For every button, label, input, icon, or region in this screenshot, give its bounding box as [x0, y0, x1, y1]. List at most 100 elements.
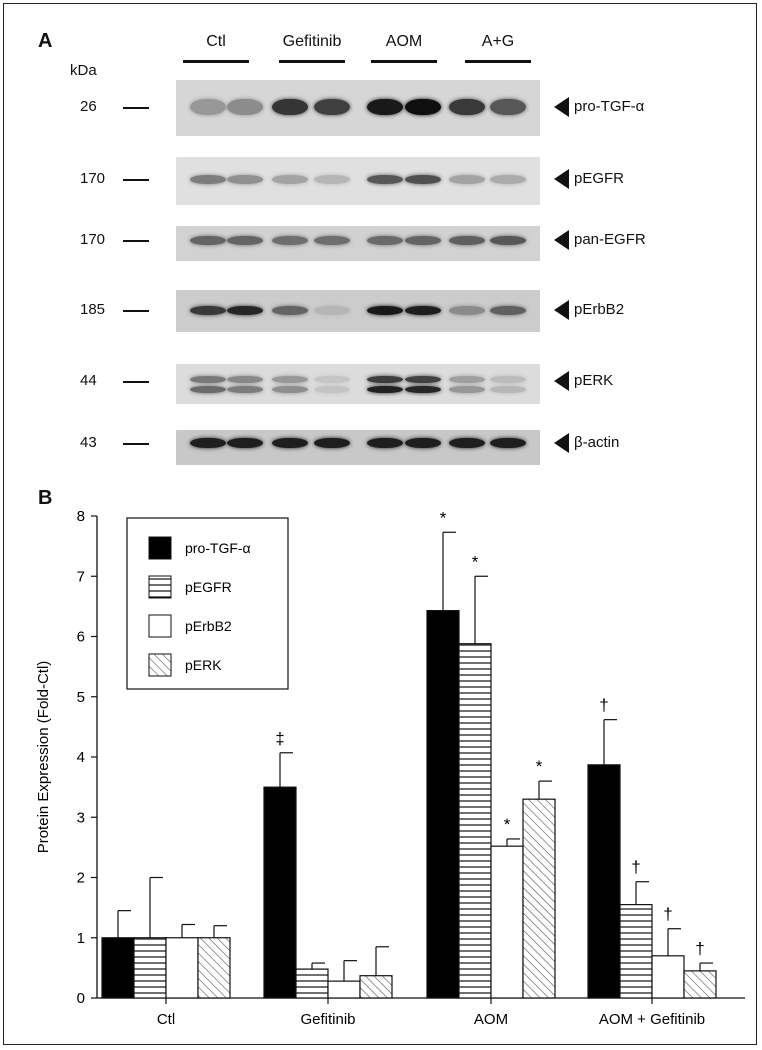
bar — [619, 904, 653, 999]
blot-band — [227, 386, 263, 393]
kda-marker-tick — [123, 310, 149, 312]
significance-mark: † — [695, 939, 704, 958]
blot-band — [314, 305, 350, 315]
blot-band — [227, 235, 263, 245]
blot-band — [367, 235, 403, 245]
kda-marker-tick — [123, 179, 149, 181]
blot-band — [449, 305, 485, 315]
x-tick-label: Gefitinib — [300, 1011, 355, 1028]
legend-swatch — [148, 575, 172, 599]
blot-band — [272, 438, 308, 448]
blot-band — [314, 386, 350, 393]
blot-band — [490, 99, 526, 115]
blot-band — [314, 99, 350, 115]
blot-band — [367, 99, 403, 115]
kda-marker-label: 26 — [80, 98, 97, 115]
legend-swatch — [148, 536, 172, 560]
band-arrow-icon — [554, 97, 569, 117]
bar — [490, 845, 524, 999]
group-label: A+G — [481, 33, 515, 50]
blot-band — [367, 376, 403, 383]
blot-band — [449, 386, 485, 393]
bar — [165, 937, 199, 999]
blot-band — [314, 376, 350, 383]
bar — [426, 609, 460, 999]
bar — [263, 786, 297, 999]
blot-strip — [176, 364, 540, 404]
y-tick-label: 4 — [77, 749, 85, 766]
blot-band — [367, 438, 403, 448]
significance-mark: † — [631, 858, 640, 877]
blot-band — [405, 174, 441, 184]
blot-strip — [176, 80, 540, 136]
kda-marker-label: 44 — [80, 372, 97, 389]
bar — [651, 955, 685, 999]
blot-band — [490, 305, 526, 315]
blot-strip — [176, 430, 540, 465]
blot-band — [272, 99, 308, 115]
blot-band — [272, 235, 308, 245]
legend-label: pErbB2 — [185, 618, 232, 634]
blot-band — [314, 235, 350, 245]
group-underline — [371, 60, 437, 63]
blot-band — [190, 438, 226, 448]
y-tick-label: 5 — [77, 689, 85, 706]
band-arrow-icon — [554, 169, 569, 189]
panel-a-letter: A — [38, 30, 53, 52]
bar — [458, 643, 492, 999]
protein-label: pEGFR — [574, 170, 625, 187]
blot-band — [190, 376, 226, 383]
y-axis-title: Protein Expression (Fold-Ctl) — [35, 661, 52, 854]
protein-label: pan-EGFR — [574, 231, 646, 248]
blot-strip — [176, 226, 540, 261]
blot-band — [227, 174, 263, 184]
y-tick-label: 0 — [77, 990, 85, 1007]
kda-marker-tick — [123, 240, 149, 242]
blot-band — [449, 99, 485, 115]
group-label: AOM — [385, 33, 423, 50]
blot-band — [190, 235, 226, 245]
kda-marker-label: 43 — [80, 434, 97, 451]
x-tick-label: AOM — [474, 1011, 508, 1028]
blot-band — [449, 376, 485, 383]
blot-band — [405, 305, 441, 315]
legend-swatch — [148, 614, 172, 638]
blot-band — [272, 386, 308, 393]
legend-swatch — [148, 653, 172, 677]
blot-band — [227, 305, 263, 315]
bar — [295, 968, 329, 999]
blot-band — [449, 438, 485, 448]
y-tick-label: 8 — [77, 508, 85, 525]
blot-band — [405, 376, 441, 383]
protein-label: pro-TGF-α — [574, 98, 645, 115]
significance-mark: * — [536, 757, 543, 776]
legend-label: pERK — [185, 657, 222, 673]
bar — [359, 975, 393, 999]
y-tick-label: 2 — [77, 870, 85, 887]
kda-unit-label: kDa — [70, 62, 97, 79]
kda-marker-label: 170 — [80, 231, 106, 248]
bar — [101, 937, 135, 999]
blot-band — [405, 235, 441, 245]
significance-mark: * — [440, 508, 447, 527]
significance-mark: * — [504, 815, 511, 834]
legend-label: pro-TGF-α — [185, 540, 251, 556]
band-arrow-icon — [554, 371, 569, 391]
kda-marker-tick — [123, 443, 149, 445]
significance-mark: † — [599, 696, 608, 715]
bar — [587, 764, 621, 999]
blot-band — [490, 235, 526, 245]
blot-band — [190, 174, 226, 184]
significance-mark: * — [472, 552, 479, 571]
legend-label: pEGFR — [185, 579, 232, 595]
blot-band — [490, 376, 526, 383]
blot-band — [314, 438, 350, 448]
group-underline — [465, 60, 531, 63]
bar — [197, 937, 231, 999]
blot-band — [272, 305, 308, 315]
bar — [683, 970, 717, 999]
blot-band — [190, 386, 226, 393]
blot-band — [490, 438, 526, 448]
blot-band — [227, 376, 263, 383]
blot-band — [490, 174, 526, 184]
